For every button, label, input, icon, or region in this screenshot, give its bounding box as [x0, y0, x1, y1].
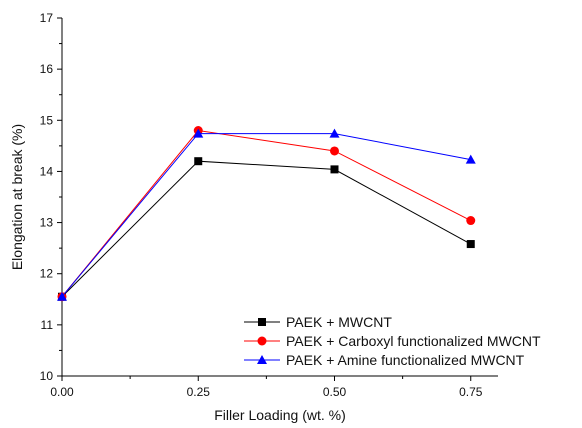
- y-axis-title: Elongation at break (%): [9, 124, 25, 270]
- legend-label: PAEK + Carboxyl functionalized MWCNT: [286, 333, 541, 349]
- series-line: [61, 129, 471, 298]
- x-tick-label: 0.00: [50, 385, 74, 399]
- axes: 10 11 12 13 14 15 16 17 0.00 0.25 0.50 0.75: [40, 11, 498, 399]
- x-axis-title: Filler Loading (wt. %): [214, 407, 346, 423]
- data-point: [466, 240, 475, 249]
- legend-marker: [258, 318, 266, 326]
- data-point: [466, 216, 476, 226]
- y-tick-label: 11: [41, 318, 54, 332]
- series-3: [57, 128, 476, 301]
- y-tick-label: 17: [40, 11, 54, 25]
- legend-marker: [257, 355, 267, 364]
- series-line: [61, 160, 471, 298]
- series-1: [58, 157, 475, 301]
- series-layer: [57, 126, 476, 302]
- y-tick-label: 14: [40, 164, 54, 178]
- y-tick-label: 16: [40, 62, 54, 76]
- legend-label: PAEK + Amine functionalized MWCNT: [286, 352, 525, 368]
- data-point: [194, 157, 203, 166]
- series-line: [61, 133, 471, 298]
- legend: PAEK + MWCNT PAEK + Carboxyl functionaliz…: [244, 314, 541, 368]
- x-tick-label: 0.50: [323, 385, 347, 399]
- data-point: [330, 146, 339, 156]
- y-tick-label: 12: [40, 267, 54, 281]
- data-point: [193, 128, 204, 138]
- data-point: [329, 128, 340, 138]
- data-point: [465, 154, 476, 164]
- x-tick-label: 0.25: [187, 385, 211, 399]
- legend-entry-3: PAEK + Amine functionalized MWCNT: [244, 352, 525, 368]
- legend-marker: [257, 336, 267, 346]
- legend-label: PAEK + MWCNT: [286, 314, 392, 330]
- legend-entry-1: PAEK + MWCNT: [244, 314, 392, 330]
- series-2: [57, 126, 476, 302]
- y-tick-label: 13: [40, 216, 54, 230]
- data-point: [57, 291, 67, 301]
- legend-entry-2: PAEK + Carboxyl functionalized MWCNT: [244, 333, 541, 349]
- y-tick-label: 15: [40, 113, 54, 127]
- x-tick-label: 0.75: [459, 385, 483, 399]
- y-tick-label: 10: [40, 369, 54, 383]
- data-point: [330, 165, 339, 174]
